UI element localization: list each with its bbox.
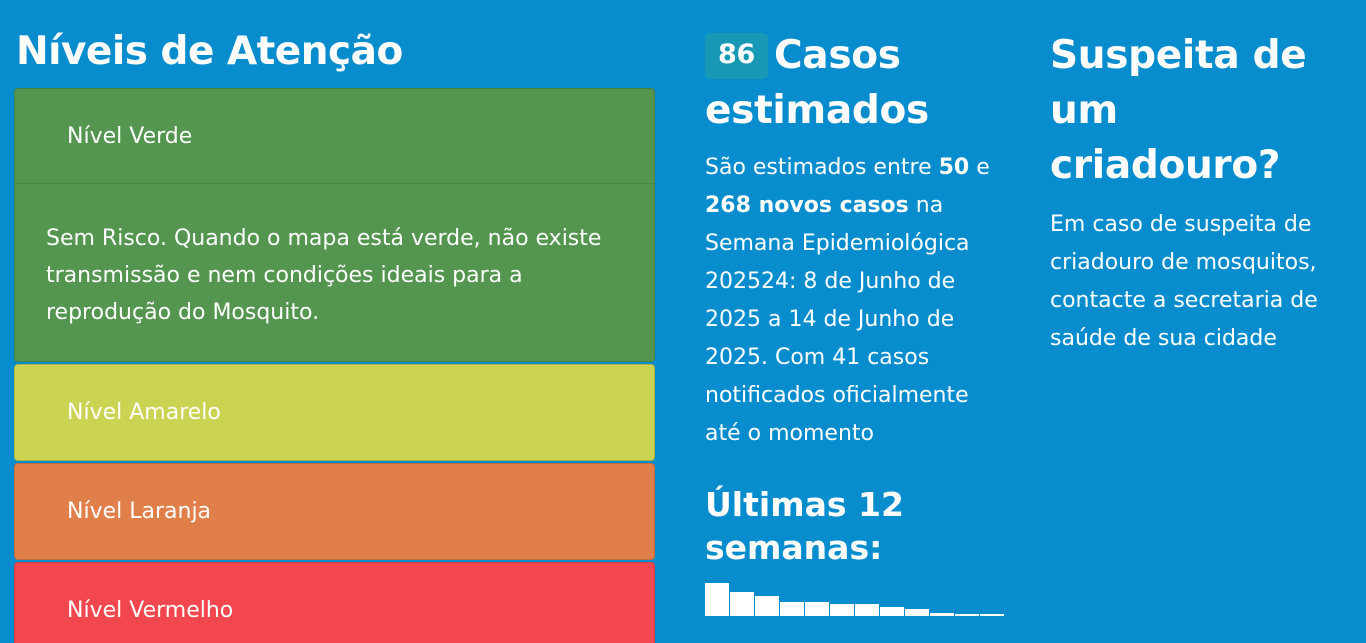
weekly-bar-6 [830, 604, 854, 616]
estimated-cases-section: 86 Casos estimados São estimados entre 50… [705, 28, 1005, 616]
attention-levels-title: Níveis de Atenção [16, 29, 403, 74]
estimated-cases-heading: 86 Casos estimados [705, 28, 1005, 138]
level-yellow-label: Nível Amarelo [67, 400, 221, 425]
level-green-header[interactable]: Nível Verde [15, 89, 654, 183]
level-red-label: Nível Vermelho [67, 598, 234, 623]
cases-min: 50 [938, 155, 970, 180]
level-red-header[interactable]: Nível Vermelho [15, 563, 654, 643]
weekly-bar-3 [755, 596, 779, 616]
weekly-bar-8 [880, 607, 904, 616]
weekly-bar-11 [955, 614, 979, 616]
last-weeks-title: Últimas 12 semanas: [705, 485, 904, 567]
weekly-bar-7 [855, 604, 879, 616]
cases-count-badge: 86 [705, 33, 768, 79]
level-yellow-card: Nível Amarelo [14, 364, 655, 461]
level-orange-header[interactable]: Nível Laranja [15, 464, 654, 559]
cases-text-suffix: na Semana Epidemiológica 202524: 8 de Ju… [705, 193, 970, 446]
weekly-bar-2 [730, 592, 754, 616]
breeding-site-section: Suspeita de um criadouro? Em caso de sus… [1050, 28, 1350, 358]
estimated-cases-title: Casos estimados [705, 33, 929, 133]
level-orange-label: Nível Laranja [67, 499, 212, 524]
breeding-site-title: Suspeita de um criadouro? [1050, 33, 1307, 188]
weekly-bar-9 [905, 609, 929, 616]
cases-max: 268 novos casos [705, 193, 909, 218]
weekly-cases-sparkline [705, 581, 1005, 616]
weekly-bar-5 [805, 602, 829, 616]
level-orange-card: Nível Laranja [14, 463, 655, 560]
weekly-bar-4 [780, 602, 804, 616]
level-red-card: Nível Vermelho [14, 562, 655, 643]
attention-levels-section: Níveis de Atenção Nível Verde Sem Risco.… [14, 26, 655, 643]
level-green-label: Nível Verde [67, 123, 193, 149]
cases-text-prefix: São estimados entre [705, 155, 939, 180]
estimated-cases-text: São estimados entre 50 e 268 novos casos… [705, 149, 1005, 453]
breeding-site-text: Em caso de suspeita de criadouro de mosq… [1050, 212, 1318, 351]
weekly-bar-1 [705, 583, 729, 616]
cases-text-mid: e [969, 155, 990, 180]
level-green-card: Nível Verde Sem Risco. Quando o mapa est… [14, 88, 655, 362]
weekly-bar-10 [930, 613, 954, 616]
level-yellow-header[interactable]: Nível Amarelo [15, 365, 654, 460]
level-green-description: Sem Risco. Quando o mapa está verde, não… [15, 183, 654, 361]
weekly-bar-12 [980, 614, 1004, 616]
